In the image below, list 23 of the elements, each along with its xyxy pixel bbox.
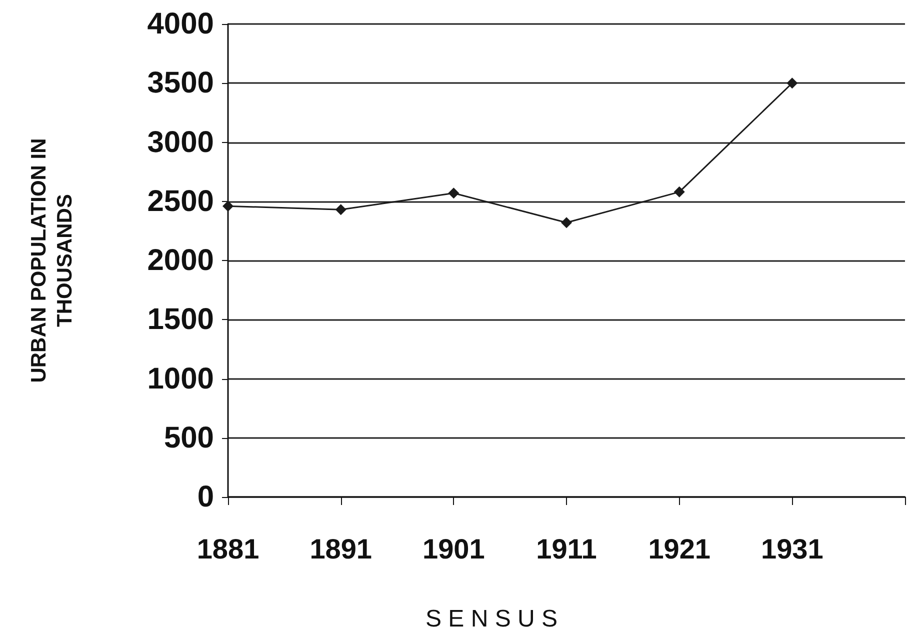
y-tick-label: 4000 — [147, 8, 214, 40]
y-tick-label: 3500 — [147, 66, 214, 100]
x-tick-label: 1911 — [536, 534, 597, 564]
point — [674, 186, 685, 198]
point — [222, 200, 234, 212]
y-tick-label: 3000 — [147, 126, 214, 159]
x-tick-label: 1891 — [310, 534, 372, 564]
point — [448, 188, 460, 199]
y-tick-label: 2000 — [147, 244, 214, 277]
y-tick-label: 500 — [164, 421, 214, 454]
x-tick-label: 1921 — [648, 534, 710, 564]
y-tick-label: 1000 — [147, 362, 214, 396]
x-tick-label: 1931 — [761, 534, 824, 564]
x-tick-label: 1881 — [196, 534, 260, 564]
y-tick-label: 2500 — [147, 184, 214, 218]
point — [561, 217, 572, 228]
y-tick-label: 1500 — [147, 303, 214, 336]
x-tick-label: 1901 — [422, 534, 485, 564]
point — [786, 78, 798, 89]
point — [335, 204, 346, 216]
x-axis-title: S E N S U S — [425, 606, 558, 632]
y-axis-title: URBAN POPULATION IN THOUSANDS — [28, 138, 76, 383]
y-tick-label: 0 — [197, 480, 214, 514]
